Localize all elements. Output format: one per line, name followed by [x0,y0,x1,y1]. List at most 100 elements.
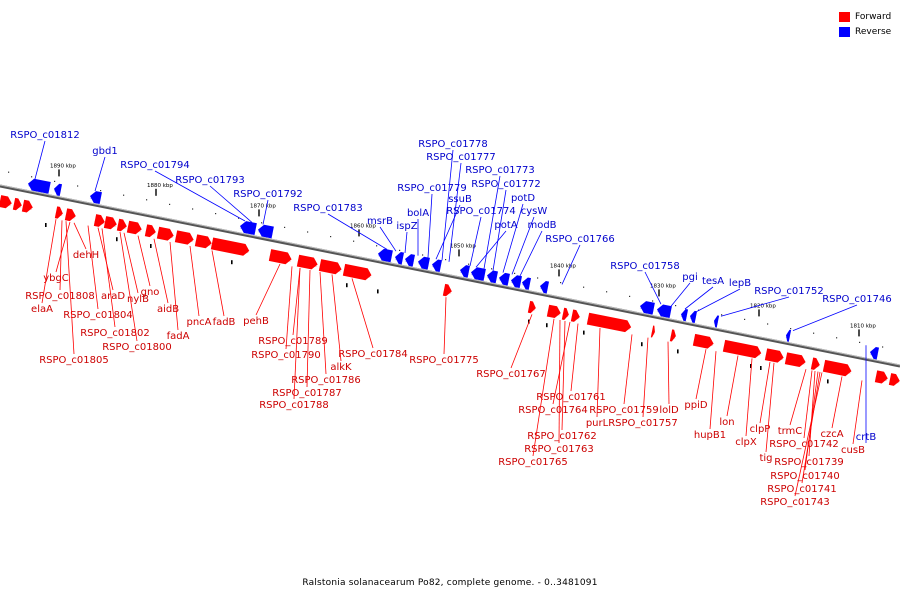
reverse-gene-shadow [510,281,521,286]
scale-dot [54,180,56,182]
leader-line [511,216,535,275]
gene-label: RSPO_c01775 [409,355,479,366]
leader-line [852,380,863,445]
reverse-gene [656,304,672,319]
forward-gene-shadow [587,319,631,330]
scale-dot [744,318,746,320]
forward-gene [570,309,580,322]
forward-gene-shadow [443,290,452,294]
forward-gene [21,199,33,213]
reverse-gene-arrow [540,281,550,294]
gene-label: RSPO_c01783 [293,203,363,214]
reverse-gene [869,347,880,360]
forward-gene [0,195,12,209]
forward-gene-shadow [343,270,372,278]
leader-line [101,228,116,328]
reverse-gene-arrow [432,259,443,273]
leader-line [119,231,138,342]
reverse-gene-arrow [487,270,498,284]
scale-dot [8,171,10,173]
forward-gene-arrow [210,237,250,256]
scale-dot [215,213,217,215]
forward-gene [650,325,655,338]
gene-label: RSPO_c01767 [476,369,546,380]
gene-label: bolA [407,208,429,219]
leader-line [803,370,813,439]
reverse-gene-arrow [405,254,416,267]
forward-gene-shadow [765,354,784,361]
reverse-gene-shadow [521,283,530,288]
gene-label: aidB [157,304,179,315]
scale-dot [146,199,148,201]
forward-gene-shadow [823,366,852,374]
forward-gene [174,230,194,245]
forward-gene-shadow [145,230,156,235]
reverse-gene-arrow [471,267,486,281]
reverse-gene-arrow [395,252,405,265]
reverse-gene-arrow [714,315,720,328]
forward-gene-shadow [55,212,63,217]
tick-label: 1880 kbp [147,183,173,189]
gene-label: RSPO_c01763 [524,444,594,455]
reverse-gene-shadow [239,227,256,233]
reverse-gene-shadow [656,310,671,316]
gene-label: crtB [856,432,877,443]
tick-label: 1820 kbp [750,303,776,309]
forward-gene-arrow [64,208,76,222]
tick-label: 1840 kbp [550,263,576,269]
gene-label: RSPO_c01784 [338,349,408,360]
leader-line [293,267,301,400]
feature-mark [760,366,762,370]
reverse-gene [486,270,498,284]
leader-line [65,221,75,355]
leader-line [623,334,633,405]
scale-dot [468,263,470,265]
reverse-gene [404,254,416,267]
reverse-gene-shadow [404,260,414,265]
forward-gene-arrow [570,309,580,322]
forward-gene [561,307,569,320]
reverse-gene-shadow [539,287,548,292]
feature-mark [827,379,829,384]
feature-mark [377,289,379,294]
leader-line [670,282,691,307]
reverse-gene-arrow [54,183,63,197]
forward-gene [156,226,174,241]
gene-label: RSPO_c01790 [251,350,321,361]
gene-label: alkK [330,362,352,373]
leader-line [561,244,581,285]
gene-label: RSPO_c01772 [471,179,541,190]
gene-label: RSPO_c01793 [175,175,245,186]
forward-gene-arrow [722,339,762,359]
reverse-gene-shadow [713,321,718,326]
reverse-gene-arrow [640,301,655,315]
gene-label: RSPO_c01792 [233,189,303,200]
scale-dot [422,254,424,256]
forward-gene-arrow [194,234,212,249]
scale-dot [169,203,171,205]
forward-gene [116,218,127,232]
feature-mark [677,349,679,354]
gene-label: RSPO_c01773 [465,165,535,176]
leader-line [667,341,670,405]
gene-label: RSPO_c01778 [418,139,488,150]
forward-gene [527,300,536,314]
leader-line [34,140,46,180]
forward-gene-shadow [117,225,127,229]
reverse-gene [521,277,532,290]
leader-line [475,230,507,268]
forward-gene [318,259,342,275]
reverse-gene [53,183,63,197]
gene-label: czcA [820,429,843,440]
legend-forward-label: Forward [855,11,892,22]
reverse-gene-shadow [27,185,50,192]
reverse-gene [689,310,698,324]
forward-gene [722,339,762,359]
gene-label: cusB [841,445,865,456]
scale-dot [376,245,378,247]
scale-dot [721,314,723,316]
forward-gene-shadow [0,201,12,206]
gene-label: RSPO_c01757 [608,418,678,429]
forward-gene-arrow [561,307,569,320]
reverse-gene [680,309,689,322]
